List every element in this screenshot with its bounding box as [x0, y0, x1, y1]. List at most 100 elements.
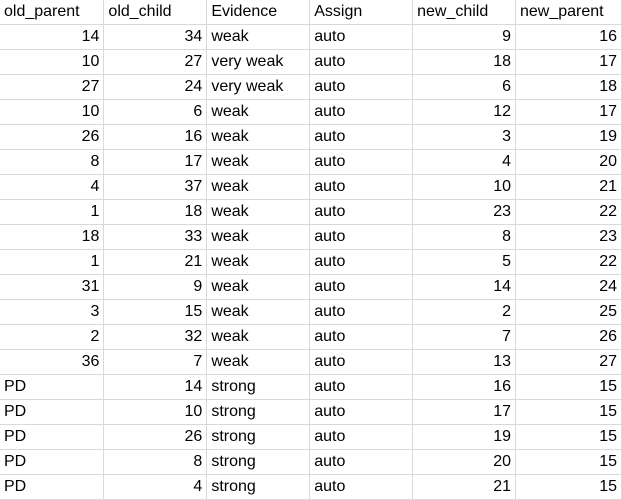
cell-new-parent[interactable]: 20 — [515, 149, 622, 175]
cell-old-parent[interactable]: 31 — [0, 274, 105, 300]
cell-new-child[interactable]: 5 — [412, 249, 516, 275]
cell-new-child[interactable]: 4 — [412, 149, 516, 175]
cell-new-child[interactable]: 13 — [412, 349, 516, 375]
cell-old-child[interactable]: 34 — [103, 24, 208, 50]
cell-old-child[interactable]: 26 — [103, 424, 208, 450]
cell-assign[interactable]: auto — [309, 349, 414, 375]
cell-new-parent[interactable]: 21 — [515, 174, 622, 200]
cell-assign[interactable]: auto — [309, 374, 414, 400]
header-cell-new-parent[interactable]: new_parent — [515, 0, 622, 25]
cell-evidence[interactable]: very weak — [206, 74, 311, 100]
cell-old-child[interactable]: 27 — [103, 49, 208, 75]
cell-assign[interactable]: auto — [309, 199, 414, 225]
cell-old-parent[interactable]: 27 — [0, 74, 105, 100]
cell-new-child[interactable]: 14 — [412, 274, 516, 300]
cell-new-parent[interactable]: 15 — [515, 399, 622, 425]
cell-evidence[interactable]: very weak — [206, 49, 311, 75]
cell-old-child[interactable]: 10 — [103, 399, 208, 425]
cell-evidence[interactable]: weak — [206, 274, 311, 300]
cell-old-child[interactable]: 37 — [103, 174, 208, 200]
cell-old-parent[interactable]: 4 — [0, 174, 105, 200]
cell-new-parent[interactable]: 15 — [515, 449, 622, 475]
cell-old-child[interactable]: 15 — [103, 299, 208, 325]
cell-new-child[interactable]: 19 — [412, 424, 516, 450]
cell-new-child[interactable]: 2 — [412, 299, 516, 325]
cell-evidence[interactable]: weak — [206, 299, 311, 325]
cell-new-parent[interactable]: 27 — [515, 349, 622, 375]
cell-old-child[interactable]: 4 — [103, 474, 208, 500]
cell-old-parent[interactable]: PD — [0, 399, 105, 425]
cell-old-child[interactable]: 24 — [103, 74, 208, 100]
cell-old-parent[interactable]: 14 — [0, 24, 105, 50]
cell-old-child[interactable]: 21 — [103, 249, 208, 275]
cell-evidence[interactable]: weak — [206, 324, 311, 350]
cell-old-child[interactable]: 33 — [103, 224, 208, 250]
cell-evidence[interactable]: weak — [206, 124, 311, 150]
cell-new-child[interactable]: 8 — [412, 224, 516, 250]
cell-old-child[interactable]: 8 — [103, 449, 208, 475]
cell-new-parent[interactable]: 15 — [515, 374, 622, 400]
cell-evidence[interactable]: weak — [206, 199, 311, 225]
cell-new-parent[interactable]: 24 — [515, 274, 622, 300]
cell-new-child[interactable]: 23 — [412, 199, 516, 225]
cell-new-parent[interactable]: 25 — [515, 299, 622, 325]
cell-old-parent[interactable]: 8 — [0, 149, 105, 175]
cell-new-parent[interactable]: 23 — [515, 224, 622, 250]
cell-old-parent[interactable]: 2 — [0, 324, 105, 350]
cell-old-child[interactable]: 18 — [103, 199, 208, 225]
cell-evidence[interactable]: strong — [206, 399, 311, 425]
cell-new-parent[interactable]: 22 — [515, 199, 622, 225]
cell-new-child[interactable]: 12 — [412, 99, 516, 125]
cell-evidence[interactable]: weak — [206, 224, 311, 250]
cell-old-child[interactable]: 17 — [103, 149, 208, 175]
cell-new-child[interactable]: 16 — [412, 374, 516, 400]
cell-assign[interactable]: auto — [309, 449, 414, 475]
cell-old-parent[interactable]: 10 — [0, 49, 105, 75]
cell-old-parent[interactable]: 3 — [0, 299, 105, 325]
header-cell-new-child[interactable]: new_child — [412, 0, 516, 25]
cell-evidence[interactable]: weak — [206, 24, 311, 50]
cell-new-parent[interactable]: 19 — [515, 124, 622, 150]
cell-assign[interactable]: auto — [309, 474, 414, 500]
cell-new-child[interactable]: 3 — [412, 124, 516, 150]
cell-assign[interactable]: auto — [309, 74, 414, 100]
cell-new-parent[interactable]: 22 — [515, 249, 622, 275]
header-cell-assign[interactable]: Assign — [309, 0, 414, 25]
cell-assign[interactable]: auto — [309, 24, 414, 50]
cell-old-parent[interactable]: PD — [0, 449, 105, 475]
cell-evidence[interactable]: strong — [206, 449, 311, 475]
cell-new-parent[interactable]: 15 — [515, 424, 622, 450]
cell-new-parent[interactable]: 16 — [515, 24, 622, 50]
cell-evidence[interactable]: weak — [206, 149, 311, 175]
cell-new-parent[interactable]: 17 — [515, 99, 622, 125]
cell-assign[interactable]: auto — [309, 224, 414, 250]
cell-assign[interactable]: auto — [309, 274, 414, 300]
cell-new-child[interactable]: 6 — [412, 74, 516, 100]
cell-old-parent[interactable]: 36 — [0, 349, 105, 375]
cell-evidence[interactable]: strong — [206, 374, 311, 400]
cell-assign[interactable]: auto — [309, 399, 414, 425]
cell-old-parent[interactable]: PD — [0, 424, 105, 450]
cell-old-child[interactable]: 7 — [103, 349, 208, 375]
cell-new-parent[interactable]: 18 — [515, 74, 622, 100]
cell-old-child[interactable]: 9 — [103, 274, 208, 300]
header-cell-old-parent[interactable]: old_parent — [0, 0, 105, 25]
cell-assign[interactable]: auto — [309, 299, 414, 325]
cell-evidence[interactable]: weak — [206, 249, 311, 275]
cell-new-child[interactable]: 20 — [412, 449, 516, 475]
cell-new-parent[interactable]: 26 — [515, 324, 622, 350]
cell-old-child[interactable]: 14 — [103, 374, 208, 400]
cell-evidence[interactable]: weak — [206, 174, 311, 200]
cell-old-child[interactable]: 32 — [103, 324, 208, 350]
cell-old-parent[interactable]: PD — [0, 374, 105, 400]
cell-new-parent[interactable]: 17 — [515, 49, 622, 75]
cell-old-parent[interactable]: 18 — [0, 224, 105, 250]
cell-assign[interactable]: auto — [309, 424, 414, 450]
cell-old-child[interactable]: 16 — [103, 124, 208, 150]
cell-old-parent[interactable]: 26 — [0, 124, 105, 150]
cell-assign[interactable]: auto — [309, 149, 414, 175]
cell-old-parent[interactable]: PD — [0, 474, 105, 500]
header-cell-old-child[interactable]: old_child — [103, 0, 208, 25]
cell-old-child[interactable]: 6 — [103, 99, 208, 125]
cell-evidence[interactable]: strong — [206, 424, 311, 450]
